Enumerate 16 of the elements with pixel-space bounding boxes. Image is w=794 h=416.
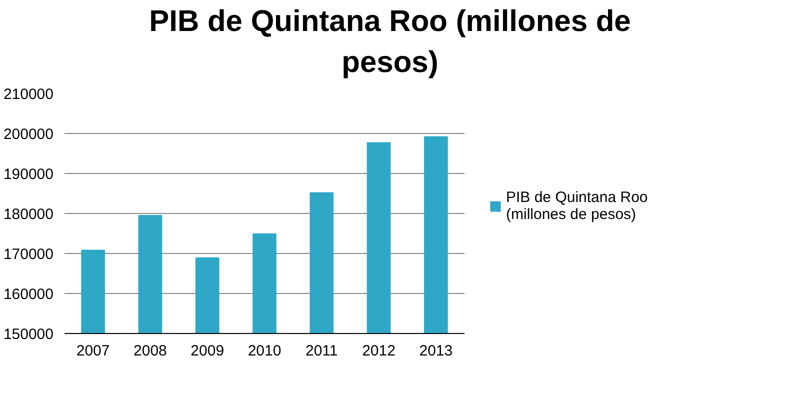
x-tick-label: 2013 — [419, 342, 453, 360]
y-tick-label: 160000 — [3, 286, 54, 303]
x-tick-label: 2009 — [190, 342, 224, 360]
y-tick-label: 170000 — [3, 246, 54, 263]
y-tick-label: 190000 — [3, 166, 54, 183]
legend-label: PIB de Quintana Roo (millones de pesos) — [506, 188, 648, 222]
y-tick-label: 180000 — [3, 206, 54, 223]
x-tick-label: 2011 — [306, 342, 338, 360]
x-tick-label: 2010 — [248, 342, 282, 360]
y-tick-label: 150000 — [3, 326, 54, 343]
x-tick-label: 2007 — [76, 342, 110, 360]
x-tick-label: 2008 — [134, 342, 167, 360]
chart-title: PIB de Quintana Roo (millones de pesos) — [148, 4, 632, 80]
y-tick-label: 210000 — [3, 86, 54, 103]
y-tick-label: 200000 — [3, 126, 54, 143]
x-tick-label: 2012 — [362, 342, 396, 360]
